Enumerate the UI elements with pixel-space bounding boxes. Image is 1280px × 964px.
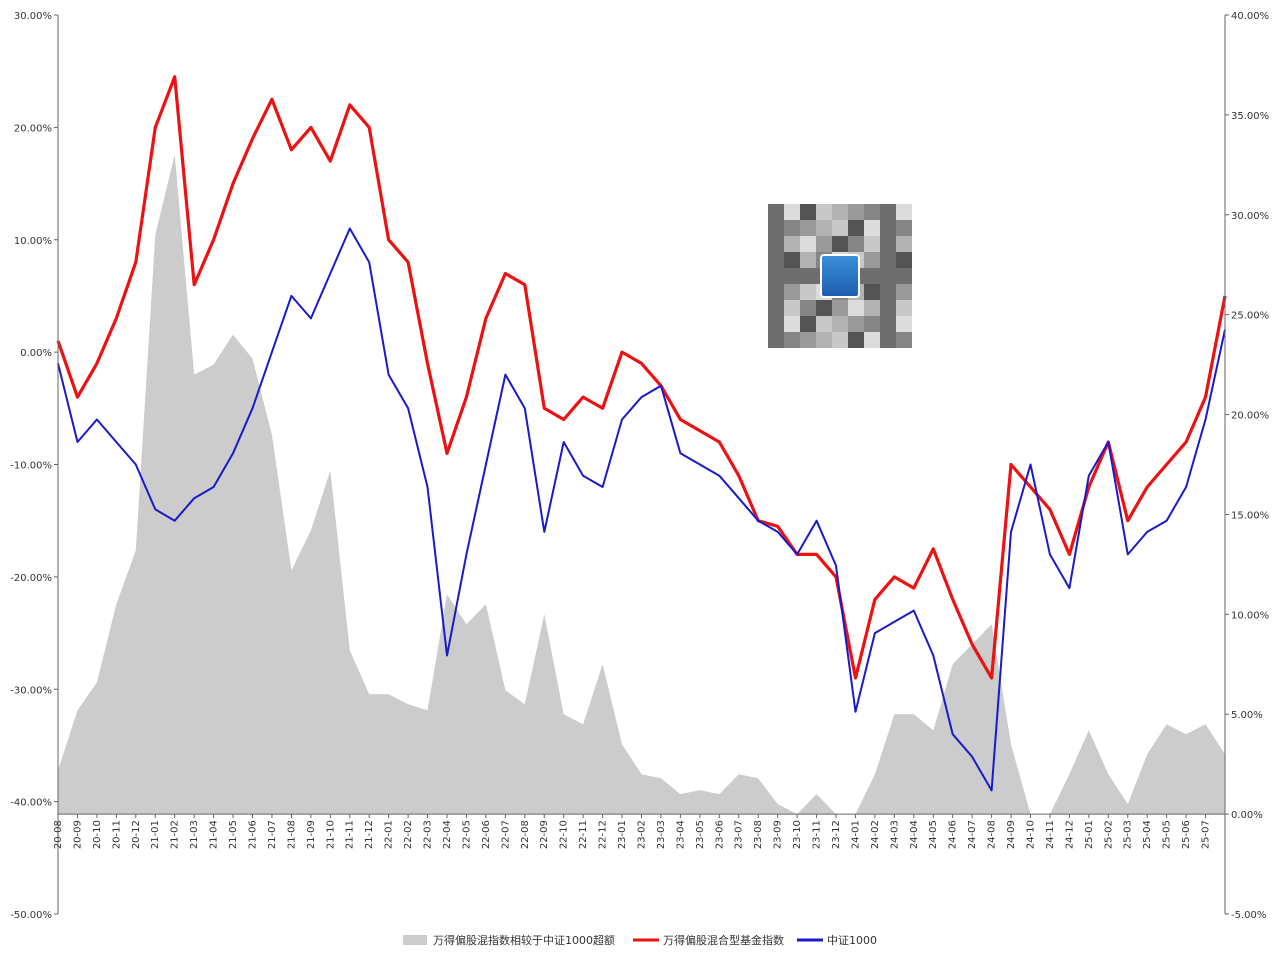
x-tick-label: 25-04 — [1142, 820, 1153, 849]
x-tick-label: 24-04 — [909, 820, 920, 849]
x-tick-label: 20-09 — [72, 820, 83, 849]
right-tick-label: 40.00% — [1231, 11, 1269, 22]
right-tick-label: 35.00% — [1231, 111, 1269, 122]
legend-label-1: 万得偏股混合型基金指数 — [663, 933, 784, 947]
left-tick-label: -40.00% — [10, 798, 52, 809]
series-line-1 — [56, 75, 1227, 680]
x-tick-label: 21-11 — [345, 820, 356, 849]
left-tick-label: -50.00% — [10, 910, 52, 921]
left-tick-label: -10.00% — [10, 461, 52, 472]
x-tick-label: 21-07 — [267, 820, 278, 849]
x-tick-label: 23-02 — [637, 820, 648, 849]
x-tick-label: 23-06 — [714, 820, 725, 849]
x-tick-label: 22-07 — [500, 820, 511, 849]
left-tick-label: 30.00% — [14, 11, 52, 22]
x-tick-label: 21-05 — [228, 820, 239, 849]
legend: 万得偏股混指数相较于中证1000超额 万得偏股混合型基金指数 中证1000 — [403, 933, 877, 947]
x-tick-label: 24-02 — [870, 820, 881, 849]
x-tick-label: 24-08 — [987, 820, 998, 849]
x-tick-label: 25-01 — [1084, 820, 1095, 849]
x-tick-label: 22-11 — [578, 820, 589, 849]
x-tick-label: 24-03 — [889, 820, 900, 849]
right-tick-label: 15.00% — [1231, 510, 1269, 521]
x-tick-label: 22-10 — [559, 820, 570, 849]
x-tick-label: 21-10 — [325, 820, 336, 849]
qr-code-icon — [768, 204, 912, 348]
x-tick-label: 23-05 — [695, 820, 706, 849]
legend-label-2: 中证1000 — [827, 934, 877, 947]
x-tick-label: 23-08 — [753, 820, 764, 849]
right-tick-label: 10.00% — [1231, 610, 1269, 621]
x-tick-label: 22-01 — [384, 820, 395, 849]
x-tick-label: 23-09 — [773, 820, 784, 849]
series-area-0 — [58, 154, 1225, 815]
axis-layer: -50.00% -40.00% -30.00% -20.00% -10.00% 0.00%… — [10, 11, 1269, 921]
x-tick-label: 23-11 — [812, 820, 823, 849]
x-tick-label: 24-12 — [1064, 820, 1075, 849]
x-tick-label: 22-09 — [539, 820, 550, 849]
x-tick-label: 24-09 — [1006, 820, 1017, 849]
x-tick-label: 22-12 — [598, 820, 609, 849]
x-tick-label: 25-02 — [1103, 820, 1114, 849]
x-tick-label: 24-06 — [948, 820, 959, 849]
x-tick-label: 24-11 — [1045, 820, 1056, 849]
x-tick-label: 20-12 — [131, 820, 142, 849]
x-tick-label: 24-10 — [1026, 820, 1037, 849]
x-tick-label: 23-12 — [831, 820, 842, 849]
x-tick-label: 21-12 — [364, 820, 375, 849]
x-tick-label: 21-08 — [286, 820, 297, 849]
x-tick-label: 21-01 — [150, 820, 161, 849]
right-tick-label: 25.00% — [1231, 311, 1269, 322]
x-tick-label: 25-03 — [1123, 820, 1134, 849]
legend-swatch-0 — [403, 935, 427, 945]
x-tick-label: 24-05 — [928, 820, 939, 849]
x-tick-label: 25-07 — [1201, 820, 1212, 849]
x-tick-label: 25-05 — [1162, 820, 1173, 849]
x-tick-label: 22-02 — [403, 820, 414, 849]
x-tick-label: 20-11 — [111, 820, 122, 849]
x-tick-label: 21-03 — [189, 820, 200, 849]
x-tick-label: 21-02 — [170, 820, 181, 849]
right-tick-label: 30.00% — [1231, 211, 1269, 222]
series-line-layer — [56, 75, 1227, 792]
x-tick-label: 22-06 — [481, 820, 492, 849]
x-tick-label: 22-03 — [423, 820, 434, 849]
x-tick-label: 20-10 — [92, 820, 103, 849]
x-tick-label: 22-08 — [520, 820, 531, 849]
left-tick-label: 20.00% — [14, 123, 52, 134]
x-tick-label: 23-03 — [656, 820, 667, 849]
left-tick-label: 10.00% — [14, 236, 52, 247]
x-tick-label: 21-09 — [306, 820, 317, 849]
series-line-2 — [57, 227, 1226, 792]
legend-label-0: 万得偏股混指数相较于中证1000超额 — [433, 933, 615, 947]
x-tick-label: 25-06 — [1181, 820, 1192, 849]
right-tick-label: -5.00% — [1231, 910, 1266, 921]
x-tick-label: 23-01 — [617, 820, 628, 849]
x-tick-label: 22-05 — [461, 820, 472, 849]
app-logo-icon — [820, 254, 860, 298]
x-tick-label: 23-10 — [792, 820, 803, 849]
x-tick-label: 24-07 — [967, 820, 978, 849]
right-tick-label: 20.00% — [1231, 411, 1269, 422]
x-tick-label: 23-07 — [734, 820, 745, 849]
x-tick-label: 23-04 — [675, 820, 686, 849]
x-tick-label: 22-04 — [442, 820, 453, 849]
left-tick-label: -20.00% — [10, 573, 52, 584]
left-tick-label: 0.00% — [20, 348, 52, 359]
right-tick-label: 5.00% — [1231, 710, 1263, 721]
x-tick-label: 21-06 — [248, 820, 259, 849]
x-tick-label: 20-08 — [53, 820, 64, 849]
x-tick-label: 21-04 — [209, 820, 220, 849]
left-tick-label: -30.00% — [10, 685, 52, 696]
excess-return-area-layer — [58, 154, 1225, 815]
x-tick-label: 24-01 — [850, 820, 861, 849]
right-tick-label: 0.00% — [1231, 810, 1263, 821]
